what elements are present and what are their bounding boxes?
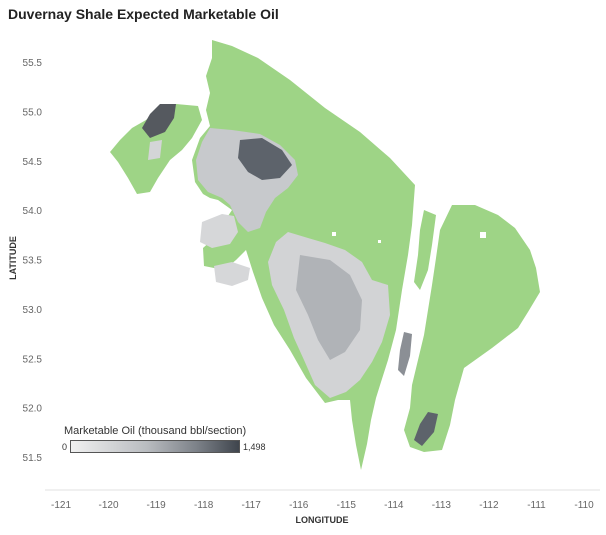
x-axis-title: LONGITUDE bbox=[296, 515, 349, 525]
y-tick-label: 52.0 bbox=[23, 404, 43, 415]
y-tick-label: 55.5 bbox=[23, 58, 43, 69]
x-tick-label: -119 bbox=[146, 500, 166, 511]
x-tick-label: -117 bbox=[242, 500, 262, 511]
legend-title: Marketable Oil (thousand bbl/section) bbox=[64, 425, 247, 437]
x-axis-ticks: -121 -120 -119 -118 -117 -116 -115 -114 -113 -112… bbox=[51, 500, 594, 511]
oil-region-southeast-island bbox=[414, 412, 438, 446]
oil-region-west-small bbox=[200, 214, 238, 248]
green-region-east bbox=[404, 205, 540, 452]
map-hole bbox=[378, 240, 381, 243]
oil-region-northwest-light bbox=[148, 140, 162, 160]
oil-region-west-lower bbox=[214, 262, 250, 286]
oil-region-north-central-dark bbox=[238, 138, 292, 180]
y-tick-label: 54.5 bbox=[23, 157, 43, 168]
legend-row: 0 1,498 bbox=[62, 440, 277, 453]
map-hole bbox=[480, 232, 486, 238]
oil-region-central-dark bbox=[296, 255, 362, 360]
color-legend: Marketable Oil (thousand bbl/section) 0 … bbox=[62, 425, 277, 453]
y-tick-label: 53.0 bbox=[23, 305, 43, 316]
y-tick-label: 54.0 bbox=[23, 206, 43, 217]
legend-min-label: 0 bbox=[62, 441, 68, 452]
map-hole bbox=[332, 232, 336, 236]
map-title: Duvernay Shale Expected Marketable Oil bbox=[8, 6, 279, 22]
x-tick-label: -116 bbox=[289, 500, 309, 511]
x-tick-label: -113 bbox=[432, 500, 452, 511]
y-axis-title: LATITUDE bbox=[8, 236, 18, 280]
legend-gradient-bar bbox=[70, 440, 241, 453]
oil-region-east-island bbox=[398, 332, 412, 376]
oil-region-northwest-dark bbox=[142, 104, 176, 138]
green-region-east-sliver bbox=[414, 210, 436, 290]
x-tick-label: -115 bbox=[337, 500, 357, 511]
map-plot-area[interactable] bbox=[110, 40, 540, 470]
y-tick-label: 52.5 bbox=[23, 354, 43, 365]
legend-max-label: 1,498 bbox=[243, 441, 266, 452]
x-tick-label: -111 bbox=[527, 500, 546, 511]
x-tick-label: -118 bbox=[194, 500, 214, 511]
x-tick-label: -121 bbox=[51, 500, 71, 511]
y-tick-label: 51.5 bbox=[23, 453, 43, 464]
x-tick-label: -110 bbox=[574, 500, 594, 511]
x-tick-label: -120 bbox=[99, 500, 119, 511]
y-tick-label: 55.0 bbox=[23, 107, 43, 118]
x-tick-label: -114 bbox=[384, 500, 404, 511]
y-axis-ticks: 55.5 55.0 54.5 54.0 53.5 53.0 52.5 52.0 51.5 bbox=[23, 58, 43, 464]
y-tick-label: 53.5 bbox=[23, 256, 43, 267]
x-tick-label: -112 bbox=[479, 500, 499, 511]
